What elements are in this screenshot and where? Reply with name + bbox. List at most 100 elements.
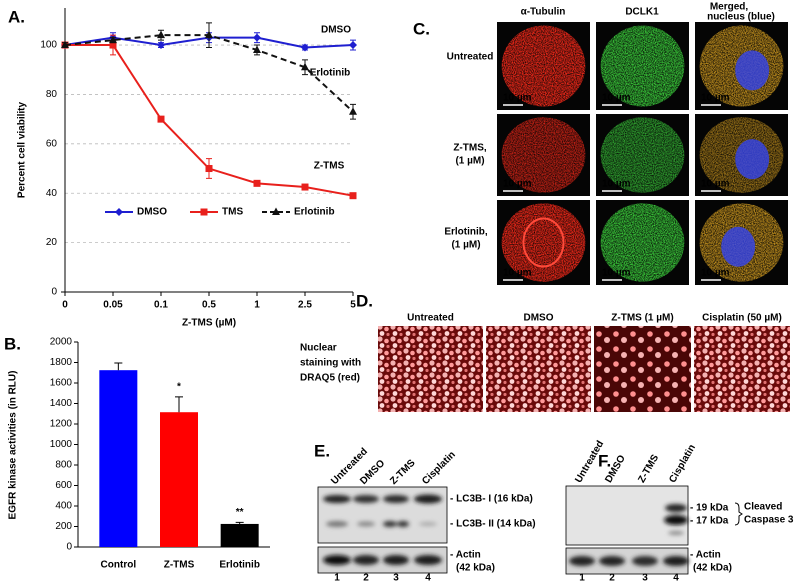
y-tick-label: 400 bbox=[55, 501, 72, 512]
marker bbox=[301, 183, 309, 191]
column-header: Merged, bbox=[710, 2, 749, 13]
marker bbox=[205, 30, 213, 39]
panel-label: F. bbox=[598, 451, 611, 470]
y-tick-label: 40 bbox=[46, 188, 58, 199]
row-label: Z-TMS, bbox=[453, 143, 487, 154]
y-tick-label: 1000 bbox=[50, 439, 73, 450]
legend-label: Erlotinib bbox=[294, 207, 335, 218]
micrograph bbox=[596, 22, 689, 110]
x-tick-label: Erlotinib bbox=[219, 560, 260, 571]
band-label: Cleaved bbox=[744, 502, 782, 513]
scale-bar-label: 10 µm bbox=[503, 268, 532, 279]
x-tick-label: 0.1 bbox=[154, 300, 168, 311]
lane-label: DMSO bbox=[358, 458, 387, 487]
nucleus bbox=[735, 139, 770, 180]
y-tick-label: 100 bbox=[40, 40, 57, 51]
band-label: - LC3B- II (14 kDa) bbox=[450, 519, 536, 530]
y-tick-label: 20 bbox=[46, 237, 58, 248]
panel-label: B. bbox=[4, 334, 21, 353]
column-header: DMSO bbox=[524, 313, 554, 324]
y-tick-label: 800 bbox=[55, 460, 72, 471]
panel-label: E. bbox=[314, 441, 330, 460]
blot-bands bbox=[569, 504, 689, 566]
band-label: - 17 kDa bbox=[690, 516, 729, 527]
y-tick-label: 0 bbox=[51, 287, 57, 298]
cell bbox=[501, 203, 586, 282]
marker bbox=[349, 107, 357, 115]
marker bbox=[115, 208, 123, 216]
y-tick-label: 200 bbox=[55, 521, 72, 532]
marker bbox=[61, 40, 69, 49]
row-label: (1 µM) bbox=[455, 156, 484, 167]
x-tick-label: 5 bbox=[350, 300, 356, 311]
band-label: - Actin bbox=[690, 550, 721, 561]
cell bbox=[600, 25, 685, 107]
blot-bands bbox=[323, 494, 442, 565]
micrograph bbox=[497, 22, 590, 110]
column-header: Z-TMS (1 µM) bbox=[611, 313, 673, 324]
marker bbox=[157, 115, 165, 123]
lane-number: 3 bbox=[642, 573, 648, 583]
x-axis-label: Z-TMS (µM) bbox=[182, 318, 236, 329]
lane-label: Cisplatin bbox=[667, 443, 698, 485]
cell bbox=[600, 203, 685, 282]
lane-label: Cisplatin bbox=[420, 449, 458, 487]
panel-label: C. bbox=[413, 19, 430, 38]
nucleus bbox=[721, 226, 756, 267]
caption: staining with bbox=[300, 358, 361, 369]
marker bbox=[253, 33, 261, 42]
marker bbox=[253, 179, 261, 187]
band-label: Caspase 3 bbox=[744, 515, 794, 526]
marker bbox=[109, 41, 117, 49]
cell bbox=[501, 25, 586, 107]
panel-label: A. bbox=[8, 7, 25, 26]
micrograph bbox=[695, 200, 788, 285]
y-tick-label: 1800 bbox=[50, 357, 73, 368]
row-label: Untreated bbox=[447, 52, 494, 63]
micrograph bbox=[596, 200, 689, 285]
lane-label: Z-TMS bbox=[388, 457, 418, 487]
y-axis-label: Percent cell viability bbox=[17, 101, 28, 198]
nucleus bbox=[735, 50, 770, 91]
row-label: (1 µM) bbox=[451, 240, 480, 251]
scale-bar-label: 10 µm bbox=[701, 179, 730, 190]
micrograph bbox=[694, 326, 790, 412]
y-tick-label: 1200 bbox=[50, 419, 73, 430]
scale-bar-label: 10 µm bbox=[701, 268, 730, 279]
marker bbox=[109, 35, 117, 44]
annotation: Z-TMS bbox=[314, 161, 345, 172]
marker bbox=[157, 30, 165, 39]
column-header: nucleus (blue) bbox=[707, 12, 775, 23]
lane-number: 4 bbox=[425, 573, 431, 583]
x-tick-label: 1 bbox=[254, 300, 260, 311]
micrograph bbox=[695, 22, 788, 110]
band-label: - Actin bbox=[450, 550, 481, 561]
lane-label: Z-TMS bbox=[636, 453, 661, 485]
x-tick-label: 0.05 bbox=[103, 300, 123, 311]
lane-number: 3 bbox=[393, 573, 399, 583]
micrograph bbox=[596, 114, 689, 196]
y-tick-label: 80 bbox=[46, 89, 58, 100]
marker bbox=[349, 192, 357, 200]
marker bbox=[253, 45, 261, 53]
marker bbox=[301, 43, 309, 52]
row-label: Erlotinib, bbox=[444, 227, 488, 238]
micrograph bbox=[497, 200, 590, 285]
scale-bar-label: 10 µm bbox=[701, 93, 730, 104]
x-tick-label: Control bbox=[101, 560, 137, 571]
bar bbox=[220, 523, 259, 547]
lane-number: 2 bbox=[363, 573, 369, 583]
y-tick-label: 1400 bbox=[50, 398, 73, 409]
panel-label: D. bbox=[356, 291, 373, 310]
significance-label: * bbox=[177, 381, 181, 392]
scale-bar-label: 10 µm bbox=[503, 179, 532, 190]
bar bbox=[99, 370, 138, 547]
lane-number: 1 bbox=[579, 573, 585, 583]
caption: DRAQ5 (red) bbox=[300, 373, 360, 384]
y-tick-label: 0 bbox=[66, 542, 72, 553]
lane-number: 1 bbox=[334, 573, 340, 583]
band-label: (42 kDa) bbox=[456, 563, 495, 574]
error-bar bbox=[114, 362, 123, 371]
band-label: - LC3B- I (16 kDa) bbox=[450, 494, 533, 505]
